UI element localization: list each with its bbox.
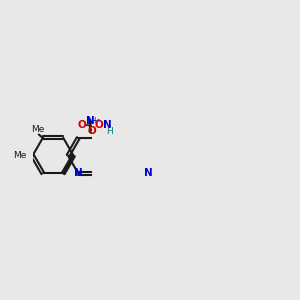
Text: +: +	[91, 116, 98, 125]
Text: N: N	[144, 168, 152, 178]
Text: Me: Me	[31, 124, 45, 134]
Text: -: -	[96, 116, 99, 124]
Text: N: N	[74, 168, 83, 178]
Text: Me: Me	[13, 151, 27, 160]
Text: O: O	[94, 120, 103, 130]
Text: N: N	[103, 120, 112, 130]
Text: O: O	[88, 126, 97, 136]
Text: N: N	[86, 116, 94, 126]
Text: O: O	[77, 120, 86, 130]
Text: H: H	[106, 127, 112, 136]
